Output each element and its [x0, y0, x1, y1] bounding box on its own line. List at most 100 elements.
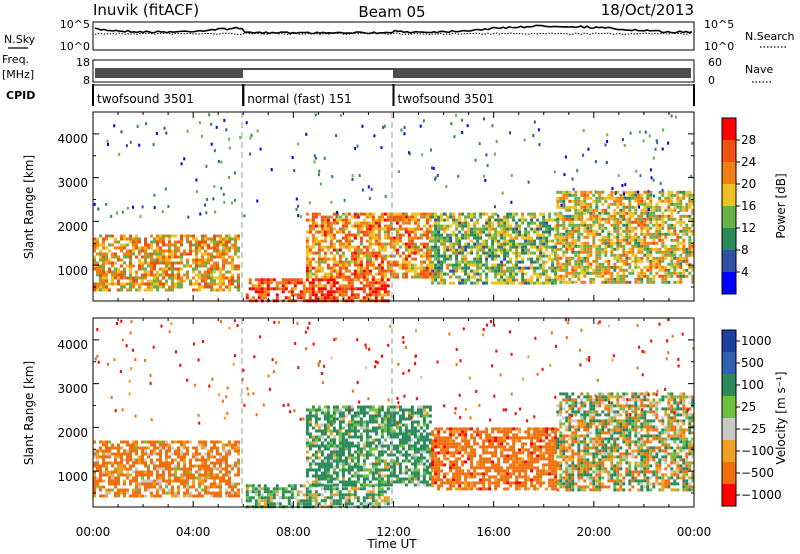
power-cell [655, 271, 659, 275]
velocity-cell [344, 502, 348, 506]
velocity-cell [225, 494, 228, 498]
power-cell [326, 281, 330, 285]
power-cell [616, 226, 620, 230]
power-cell [404, 218, 408, 222]
power-cell [556, 226, 560, 230]
power-cell [598, 232, 602, 236]
power-cell [494, 269, 498, 273]
power-cell [503, 230, 507, 234]
velocity-cell [102, 458, 105, 462]
power-cell [398, 170, 400, 174]
power-cell [565, 271, 569, 275]
velocity-cell [105, 467, 108, 471]
power-cell [428, 257, 432, 261]
velocity-cell [323, 447, 327, 451]
power-cell [141, 273, 144, 277]
power-cell [368, 287, 372, 291]
power-cell [501, 191, 504, 195]
velocity-cell [329, 429, 333, 433]
power-cell [380, 293, 384, 297]
power-cell [332, 254, 336, 258]
power-cell [601, 223, 605, 227]
power-cell [341, 221, 345, 225]
velocity-cell [284, 496, 288, 500]
power-cell [518, 224, 522, 228]
velocity-cell [368, 496, 372, 500]
velocity-cell [350, 502, 354, 506]
power-cell [676, 190, 680, 194]
power-cell [237, 264, 240, 268]
power-cell [536, 278, 540, 282]
power-cell [129, 255, 132, 259]
velocity-cell [138, 458, 141, 462]
power-cell [628, 247, 632, 251]
power-cell [586, 208, 590, 212]
velocity-cell [135, 470, 138, 474]
nave-tick-top: 60 [708, 56, 722, 69]
velocity-cell [320, 423, 324, 427]
power-cell [485, 260, 489, 264]
power-cell [159, 279, 162, 283]
power-cell [646, 253, 650, 257]
power-cell [527, 248, 531, 252]
power-cell [628, 220, 632, 224]
power-cell [102, 243, 105, 247]
velocity-cell [371, 493, 375, 497]
power-cell [652, 156, 655, 160]
power-cell [398, 218, 402, 222]
power-cell [533, 221, 537, 225]
power-cell [586, 271, 590, 275]
power-cell [568, 259, 572, 263]
power-cell [260, 290, 264, 294]
velocity-cell [275, 487, 279, 491]
power-cell [679, 208, 683, 212]
power-cell [356, 287, 360, 291]
velocity-cell [162, 488, 165, 492]
velocity-cell [228, 443, 231, 447]
power-cell [604, 143, 607, 147]
power-cell [234, 246, 237, 250]
power-cell [171, 288, 174, 292]
power-cell [254, 284, 258, 288]
velocity-cell [111, 476, 114, 480]
power-cell [655, 229, 659, 233]
power-cell [407, 245, 411, 249]
power-cell [377, 272, 381, 276]
power-cell [389, 221, 393, 225]
velocity-cell [135, 473, 138, 477]
power-cell [368, 272, 372, 276]
power-cell [135, 240, 138, 244]
power-cell [604, 220, 608, 224]
power-cell [464, 242, 468, 246]
velocity-cell [96, 485, 99, 489]
power-cell [365, 227, 369, 231]
power-cell [437, 224, 441, 228]
power-cell [491, 266, 495, 270]
power-cell [326, 272, 330, 276]
power-cell [634, 196, 638, 200]
velocity-cell [171, 479, 174, 483]
power-cell [105, 234, 108, 238]
power-cell [548, 227, 552, 231]
power-cell [305, 218, 309, 222]
power-cell [506, 212, 510, 216]
power-cell [425, 275, 429, 279]
power-cell [559, 196, 563, 200]
power-cell [542, 221, 546, 225]
power-cell [571, 241, 575, 245]
power-cell [374, 272, 378, 276]
power-cell [117, 240, 120, 244]
velocity-cell [219, 455, 222, 459]
velocity-cell [159, 455, 162, 459]
power-cell [302, 281, 306, 285]
power-cell [401, 227, 405, 231]
power-cell [443, 227, 447, 231]
power-cell [159, 249, 162, 253]
power-cell [598, 196, 602, 200]
power-cell [374, 218, 378, 222]
velocity-cell [168, 491, 171, 495]
power-colorbar-tick-label: 28 [741, 133, 756, 147]
power-cell [491, 227, 495, 231]
velocity-cell [159, 443, 162, 447]
power-cell [332, 257, 336, 261]
